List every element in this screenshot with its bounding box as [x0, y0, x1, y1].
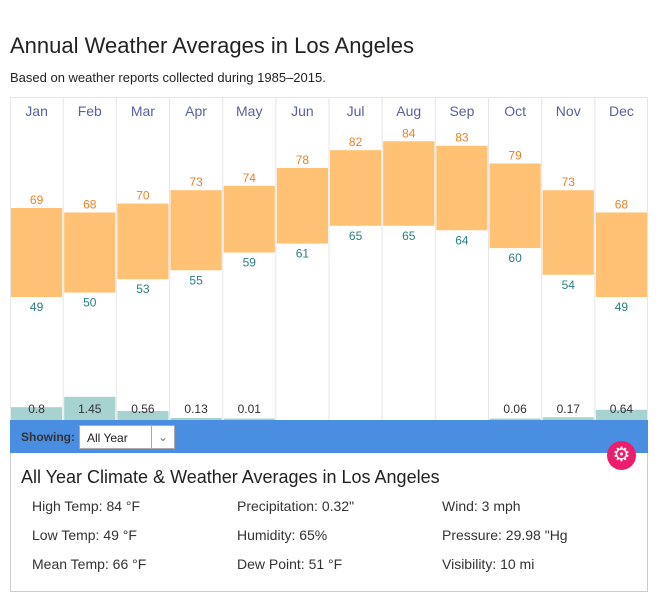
low-temp-label: 55: [189, 273, 203, 287]
temp-range-bar: [223, 185, 275, 253]
page-title: Annual Weather Averages in Los Angeles: [10, 33, 415, 58]
high-temp-label: 73: [562, 175, 576, 189]
precip-bar: [489, 418, 541, 420]
stat-item: High Temp: 84 °F: [32, 498, 141, 514]
high-temp-label: 70: [136, 189, 150, 203]
weather-chart: Jan 69 49 0.8 Feb 68 50 1.45 Mar 70 53 0.56 Apr 73 55 0…: [10, 97, 648, 421]
high-temp-label: 78: [296, 153, 310, 167]
gear-icon[interactable]: ⚙: [607, 441, 636, 470]
low-temp-label: 64: [455, 233, 469, 247]
stat-item: Pressure: 29.98 "Hg: [442, 527, 568, 543]
precip-label: 0.17: [557, 402, 581, 416]
high-temp-label: 83: [455, 131, 469, 145]
temp-range-bar: [489, 163, 541, 249]
temp-range-bar: [117, 203, 169, 280]
month-label: Jan: [25, 103, 48, 119]
month-label: Feb: [78, 103, 102, 119]
temp-range-bar: [11, 208, 63, 297]
low-temp-label: 49: [615, 300, 629, 314]
precip-label: 0.01: [238, 402, 262, 416]
chevron-down-icon[interactable]: ⌄: [151, 426, 174, 448]
precip-bar: [64, 396, 116, 420]
month-label: Jul: [347, 103, 365, 119]
high-temp-label: 79: [508, 149, 522, 163]
page-subtitle: Based on weather reports collected durin…: [10, 70, 326, 85]
month-label: Mar: [131, 103, 155, 119]
filter-toolbar: Showing: All Year ⌄: [10, 420, 648, 453]
stat-item: Humidity: 65%: [237, 527, 328, 543]
month-label: Sep: [449, 103, 474, 119]
high-temp-label: 74: [243, 171, 257, 185]
low-temp-label: 65: [349, 229, 363, 243]
low-temp-label: 65: [402, 229, 416, 243]
temp-range-bar: [436, 145, 488, 231]
period-select-value: All Year: [87, 431, 128, 445]
low-temp-label: 54: [562, 278, 576, 292]
precip-bar: [117, 411, 169, 420]
high-temp-label: 68: [83, 197, 97, 211]
low-temp-label: 50: [83, 296, 97, 310]
summary-panel: All Year Climate & Weather Averages in L…: [10, 453, 648, 592]
month-label: Aug: [396, 103, 421, 119]
precip-label: 1.45: [78, 402, 102, 416]
precip-bar: [170, 417, 222, 420]
stat-item: Dew Point: 51 °F: [237, 556, 343, 572]
stat-item: Low Temp: 49 °F: [32, 527, 137, 543]
high-temp-label: 82: [349, 135, 363, 149]
low-temp-label: 49: [30, 300, 44, 314]
precip-label: 0.56: [131, 402, 155, 416]
low-temp-label: 59: [243, 256, 257, 270]
temp-range-bar: [64, 212, 116, 293]
month-label: Nov: [556, 103, 581, 119]
precip-label: 0.13: [184, 402, 208, 416]
low-temp-label: 61: [296, 247, 310, 261]
high-temp-label: 68: [615, 197, 629, 211]
month-label: Jun: [291, 103, 314, 119]
temp-range-bar: [170, 190, 222, 271]
stat-item: Precipitation: 0.32": [237, 498, 355, 514]
period-select[interactable]: All Year ⌄: [79, 425, 175, 449]
month-label: Apr: [185, 103, 207, 119]
stat-item: Wind: 3 mph: [442, 498, 521, 514]
precip-label: 0.8: [28, 402, 45, 416]
stat-item: Mean Temp: 66 °F: [32, 556, 147, 572]
temp-range-bar: [383, 141, 435, 226]
temp-range-bar: [276, 167, 328, 244]
high-temp-label: 84: [402, 126, 416, 140]
stat-item: Visibility: 10 mi: [442, 556, 535, 572]
precip-bar: [223, 418, 275, 420]
month-label: May: [236, 103, 262, 119]
showing-label: Showing:: [21, 430, 75, 444]
summary-title: All Year Climate & Weather Averages in L…: [21, 467, 440, 487]
temp-range-bar: [330, 150, 382, 226]
precip-bar: [11, 407, 63, 420]
high-temp-label: 69: [30, 193, 44, 207]
precip-bar: [595, 409, 647, 420]
month-label: Oct: [504, 103, 526, 119]
month-label: Dec: [609, 103, 634, 119]
temp-range-bar: [595, 212, 647, 297]
precip-label: 0.64: [610, 402, 634, 416]
precip-label: 0.06: [503, 402, 527, 416]
temp-range-bar: [542, 190, 594, 275]
low-temp-label: 60: [508, 251, 522, 265]
precip-bar: [542, 417, 594, 420]
low-temp-label: 53: [136, 282, 150, 296]
high-temp-label: 73: [189, 175, 203, 189]
